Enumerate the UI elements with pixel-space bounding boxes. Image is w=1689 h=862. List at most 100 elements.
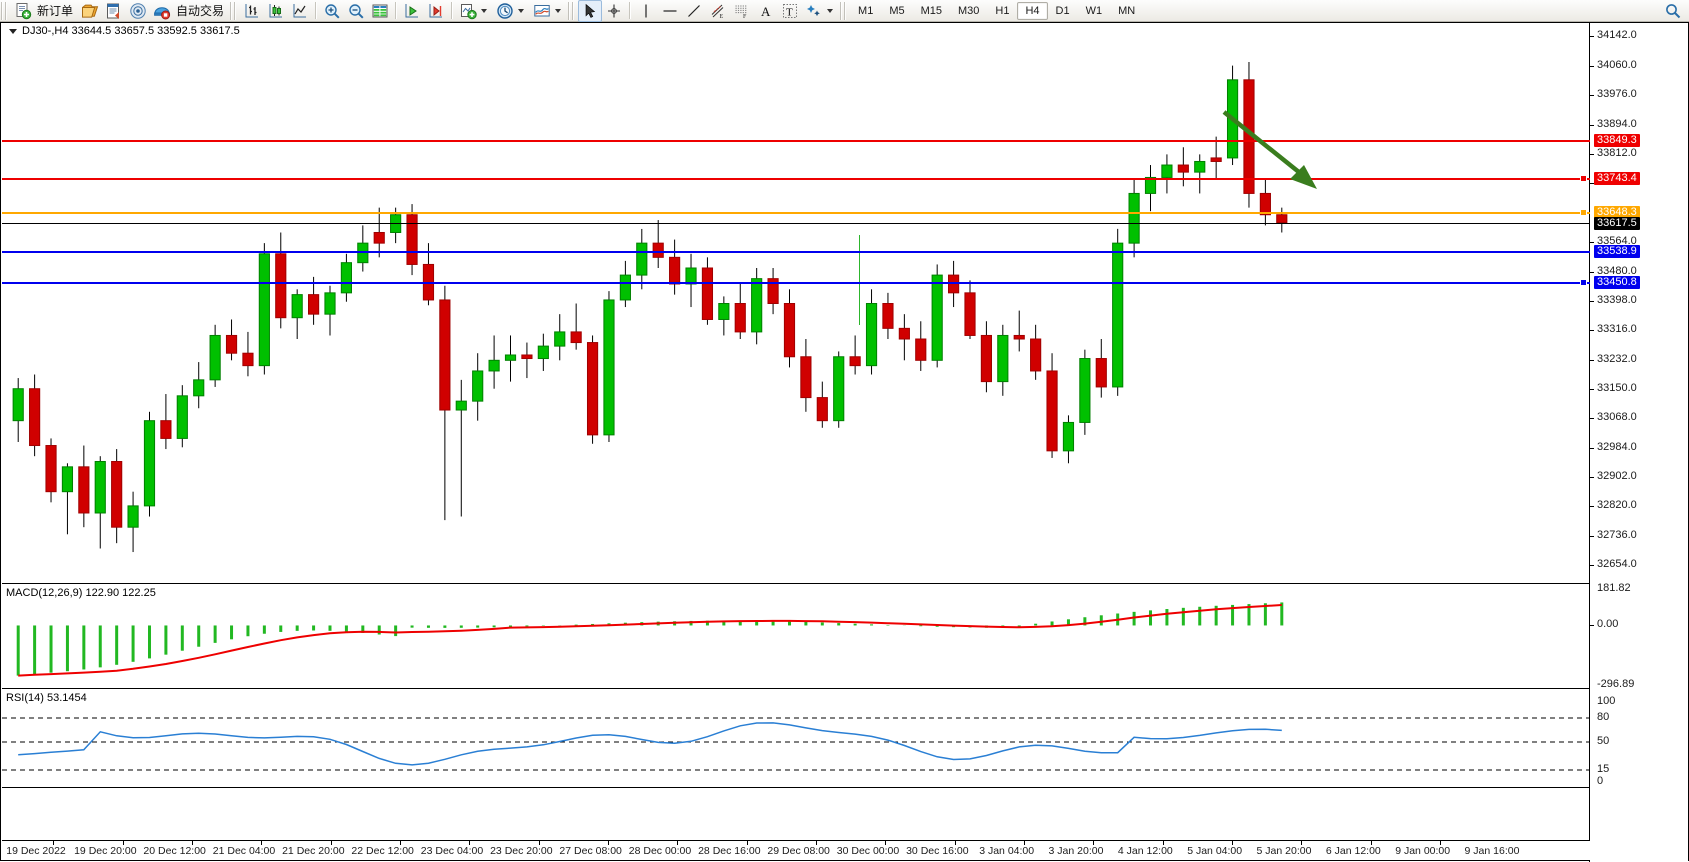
navigator-button[interactable] (126, 0, 150, 22)
horizontal-line-icon (663, 9, 677, 12)
cursor-button[interactable] (578, 0, 603, 22)
rsi-label: RSI(14) 53.1454 (6, 692, 87, 704)
zoom-in-button[interactable] (320, 0, 344, 22)
candlestick-icon (269, 3, 283, 17)
price-badge-support[interactable]: 33450.8 (1594, 275, 1640, 289)
support-line-2[interactable] (2, 281, 1590, 284)
time-tick: 3 Jan 20:00 (1048, 845, 1104, 857)
price-badge-resistance[interactable]: 33743.4 (1594, 172, 1640, 186)
timeframe-m5[interactable]: M5 (889, 4, 905, 17)
shapes-icon (807, 4, 820, 16)
trendline-button[interactable] (682, 0, 706, 22)
time-tick-mark (1024, 841, 1025, 845)
data-window-button[interactable] (102, 0, 126, 22)
templates-icon (534, 4, 550, 16)
time-tick: 20 Dec 12:00 (143, 845, 206, 857)
shapes-button[interactable] (802, 0, 839, 22)
periods-button[interactable] (493, 0, 530, 22)
chart-grid-button[interactable] (368, 0, 392, 22)
autotrading-button[interactable]: 自动交易 (150, 0, 229, 22)
price-badge-pivot[interactable]: 33648.3 (1594, 205, 1640, 219)
equidistant-channel-button[interactable]: E (706, 0, 730, 22)
time-tick: 21 Dec 20:00 (282, 845, 345, 857)
timeframe-w1[interactable]: W1 (1085, 4, 1103, 17)
add-indicator-button[interactable] (456, 0, 493, 22)
search-button[interactable] (1661, 0, 1685, 22)
price-scale[interactable]: 34142.034060.033976.033894.033812.033728… (1589, 23, 1688, 862)
resistance-line-1[interactable] (2, 140, 1590, 143)
add-indicator-icon (461, 3, 477, 19)
time-tick: 23 Dec 04:00 (420, 845, 484, 857)
time-tick-mark (469, 841, 471, 845)
toolbar-grip-2[interactable] (230, 1, 238, 20)
line-chart-icon (293, 3, 307, 17)
auto-scroll-icon (405, 3, 419, 17)
auto-scroll-button[interactable] (400, 0, 424, 22)
timeframe-m30[interactable]: M30 (958, 4, 980, 17)
price-badge-support[interactable]: 33538.9 (1594, 244, 1640, 258)
support-line-2-handle[interactable] (1580, 278, 1587, 286)
chart-menu-triangle-icon[interactable] (9, 28, 17, 34)
new-order-label: 新订单 (37, 4, 74, 18)
rsi-pane[interactable]: RSI(14) 53.1454 (2, 690, 1590, 788)
crosshair-button[interactable] (602, 0, 626, 22)
timeframe-mn[interactable]: MN (1118, 4, 1136, 17)
timeframe-m15[interactable]: M15 (920, 4, 942, 17)
pivot-line[interactable] (2, 211, 1590, 214)
toolbar-grip[interactable] (1, 1, 8, 20)
clock-icon (497, 2, 513, 19)
toolbar-separator-3 (451, 2, 454, 19)
bar-chart-button[interactable] (240, 0, 264, 22)
vertical-line-button[interactable] (634, 0, 658, 22)
chevron-down-icon[interactable] (481, 8, 488, 13)
timeframe-h4[interactable]: H4 (1017, 1, 1048, 20)
timeframe-h1[interactable]: H1 (995, 4, 1010, 17)
time-tick-mark (538, 841, 540, 845)
time-tick-mark (400, 841, 401, 845)
candlestick-chart-button[interactable] (264, 0, 288, 22)
line-chart-button[interactable] (288, 0, 312, 22)
crosshair-icon (608, 4, 621, 17)
navigator-icon (130, 2, 146, 19)
fibonacci-button[interactable]: F (730, 0, 754, 22)
time-tick: 19 Dec 20:00 (74, 845, 137, 857)
resistance-line-2-handle[interactable] (1580, 175, 1587, 183)
chevron-down-icon[interactable] (518, 8, 525, 13)
chart-symbol-bar: DJ30-,H4 33644.5 33657.5 33592.5 33617.5 (3, 24, 240, 38)
market-watch-button[interactable] (78, 0, 102, 22)
time-tick: 27 Dec 08:00 (559, 845, 622, 857)
time-scale[interactable]: 19 Dec 2022 19 Dec 20:00 20 Dec 12:00 21 De… (2, 840, 1590, 860)
support-line-1[interactable] (2, 250, 1590, 253)
chart-window[interactable]: DJ30-,H4 33644.5 33657.5 33592.5 33617.5… (0, 22, 1689, 862)
chevron-down-icon[interactable] (827, 8, 834, 13)
toolbar-separator-2 (395, 2, 398, 19)
pivot-line-handle[interactable] (1580, 208, 1587, 216)
templates-button[interactable] (530, 0, 567, 22)
text-label-button[interactable]: T (778, 0, 802, 22)
price-badge-resistance[interactable]: 33849.3 (1594, 134, 1640, 148)
timeframe-d1[interactable]: D1 (1055, 4, 1070, 17)
time-tick-mark (1301, 841, 1303, 845)
time-tick-mark (677, 841, 679, 845)
time-tick-mark (1093, 841, 1095, 845)
horizontal-line-button[interactable] (658, 0, 682, 22)
time-tick-mark (122, 841, 124, 845)
last-price-line[interactable] (2, 222, 1590, 224)
chart-shift-button[interactable] (424, 0, 448, 22)
zoom-out-button[interactable] (344, 0, 368, 22)
text-label-icon: T (783, 3, 798, 18)
macd-pane[interactable]: MACD(12,26,9) 122.90 122.25 (2, 585, 1590, 689)
timeframe-m1[interactable]: M1 (858, 4, 874, 17)
chevron-down-icon[interactable] (555, 8, 562, 13)
toolbar-grip-4[interactable] (840, 1, 848, 20)
time-tick: 5 Jan 20:00 (1256, 845, 1312, 857)
time-tick: 4 Jan 12:00 (1117, 845, 1173, 857)
price-badge-last-price[interactable]: 33617.5 (1594, 216, 1640, 230)
autotrading-icon (154, 6, 171, 19)
price-pane[interactable] (2, 23, 1590, 584)
resistance-line-2[interactable] (2, 178, 1590, 181)
toolbar-grip-3[interactable] (568, 1, 576, 20)
new-order-button[interactable]: 新订单 (11, 0, 78, 22)
text-button[interactable]: A (754, 0, 778, 22)
